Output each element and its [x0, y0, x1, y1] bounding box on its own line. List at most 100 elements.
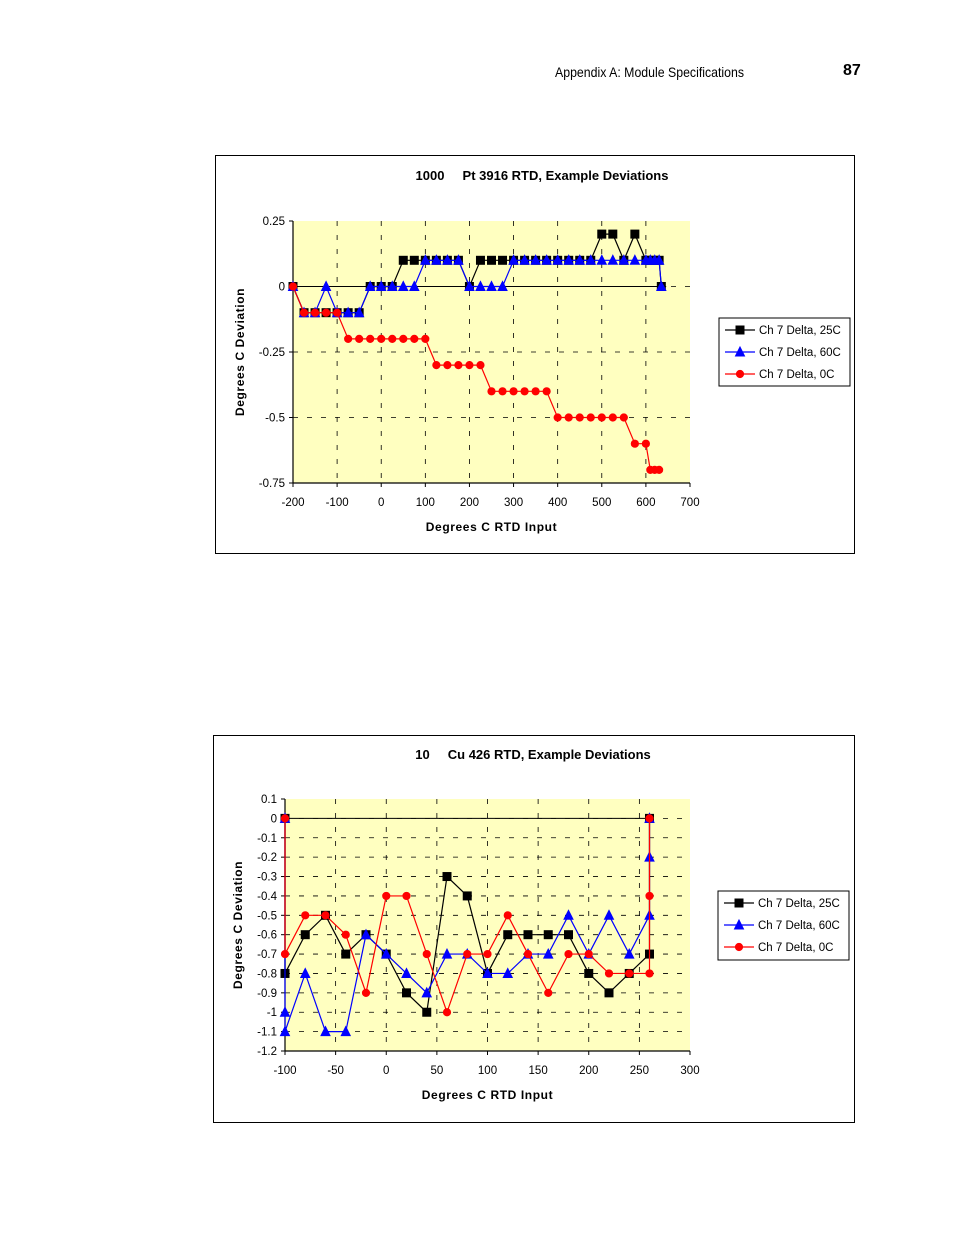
data-point — [397, 280, 409, 291]
data-point — [575, 413, 584, 422]
data-point — [453, 254, 464, 265]
x-tick-label: 0 — [378, 497, 384, 509]
data-point — [498, 387, 507, 396]
data-point — [321, 308, 331, 317]
x-tick-label: 700 — [680, 497, 699, 509]
data-point — [279, 1006, 291, 1017]
data-point — [487, 255, 496, 265]
section-title: Appendix A: Module Specifications — [555, 64, 745, 80]
data-point — [653, 254, 665, 265]
y-tick-label: -0.5 — [257, 910, 277, 922]
x-tick-label: 300 — [504, 497, 523, 509]
data-point — [497, 280, 508, 291]
data-point — [360, 928, 372, 940]
x-axis-label: Degrees C RTD Input — [422, 1088, 553, 1102]
series-line — [284, 818, 651, 1015]
data-point — [503, 930, 513, 940]
data-point — [333, 308, 342, 317]
data-point — [382, 891, 391, 901]
data-point — [552, 254, 563, 265]
legend-marker — [735, 369, 745, 379]
data-point — [280, 814, 290, 823]
data-point — [321, 911, 330, 920]
data-point — [608, 413, 617, 422]
y-tick-label: -0.4 — [257, 891, 277, 903]
data-point — [563, 909, 574, 920]
data-point — [564, 949, 573, 959]
data-point — [432, 361, 441, 370]
y-tick-label: -1.1 — [257, 1027, 277, 1039]
data-point — [299, 308, 309, 317]
data-point — [442, 872, 452, 882]
y-tick-label: 0 — [279, 282, 285, 294]
x-axis-label: Degrees C RTD Input — [426, 520, 557, 534]
data-point — [585, 254, 597, 265]
page-number: 87 — [843, 62, 861, 79]
series-1 — [287, 254, 667, 318]
legend-marker — [734, 898, 744, 908]
y-tick-label: -0.8 — [257, 968, 277, 980]
data-point — [564, 413, 573, 422]
data-point — [280, 949, 290, 959]
data-point — [344, 334, 353, 343]
data-point — [410, 334, 419, 343]
y-tick-label: -0.9 — [257, 988, 277, 1000]
data-point — [641, 439, 650, 448]
data-point — [476, 361, 485, 370]
data-point — [656, 280, 667, 291]
data-point — [563, 254, 575, 265]
data-point — [422, 1007, 432, 1017]
data-point — [421, 986, 433, 998]
y-tick-label: -0.7 — [257, 949, 277, 961]
chart-pt3916-svg: 1000 Pt 3916 RTD, Example Deviations 0.25… — [233, 168, 851, 534]
y-tick-label: -0.1 — [257, 833, 277, 845]
x-tick-label: 0 — [383, 1065, 389, 1077]
data-point — [503, 911, 512, 920]
data-point — [341, 930, 350, 939]
x-tick-label: 200 — [579, 1065, 598, 1077]
data-point — [462, 891, 472, 901]
data-point — [366, 334, 375, 343]
data-point — [519, 254, 530, 265]
y-tick-label: -0.25 — [259, 347, 285, 359]
data-point — [441, 947, 453, 959]
data-point — [586, 413, 595, 422]
data-point — [520, 387, 529, 396]
y-tick-label: -0.6 — [257, 930, 277, 942]
data-point — [502, 967, 514, 978]
data-point — [454, 361, 463, 370]
data-point — [625, 969, 634, 978]
data-point — [377, 334, 386, 343]
data-point — [603, 909, 615, 920]
data-point — [279, 1025, 291, 1037]
x-tick-label: -100 — [326, 497, 349, 509]
data-point — [402, 988, 411, 998]
data-point — [604, 988, 614, 998]
data-point — [523, 930, 533, 940]
data-point — [564, 930, 573, 940]
data-point — [645, 969, 654, 978]
y-axis-label: Degrees C Deviation — [231, 861, 245, 989]
legend-marker — [733, 918, 745, 930]
data-point — [508, 254, 519, 265]
data-point — [431, 254, 442, 265]
data-point — [443, 361, 452, 370]
y-tick-label: -0.2 — [257, 852, 277, 864]
data-point — [288, 282, 298, 291]
data-point — [584, 968, 594, 978]
y-tick-label: 0.1 — [261, 794, 277, 806]
data-point — [380, 947, 392, 959]
x-tick-label: 500 — [592, 497, 611, 509]
legend-label: Ch 7 Delta, 25C — [758, 898, 840, 910]
data-point — [464, 280, 475, 291]
data-point — [645, 814, 654, 823]
data-point — [604, 969, 614, 978]
data-point — [482, 967, 493, 978]
data-point — [340, 1025, 352, 1037]
y-tick-label: -1 — [267, 1007, 277, 1019]
data-point — [618, 254, 630, 265]
data-point — [420, 254, 431, 265]
data-point — [320, 280, 332, 291]
data-point — [300, 930, 310, 940]
data-point — [623, 947, 635, 959]
